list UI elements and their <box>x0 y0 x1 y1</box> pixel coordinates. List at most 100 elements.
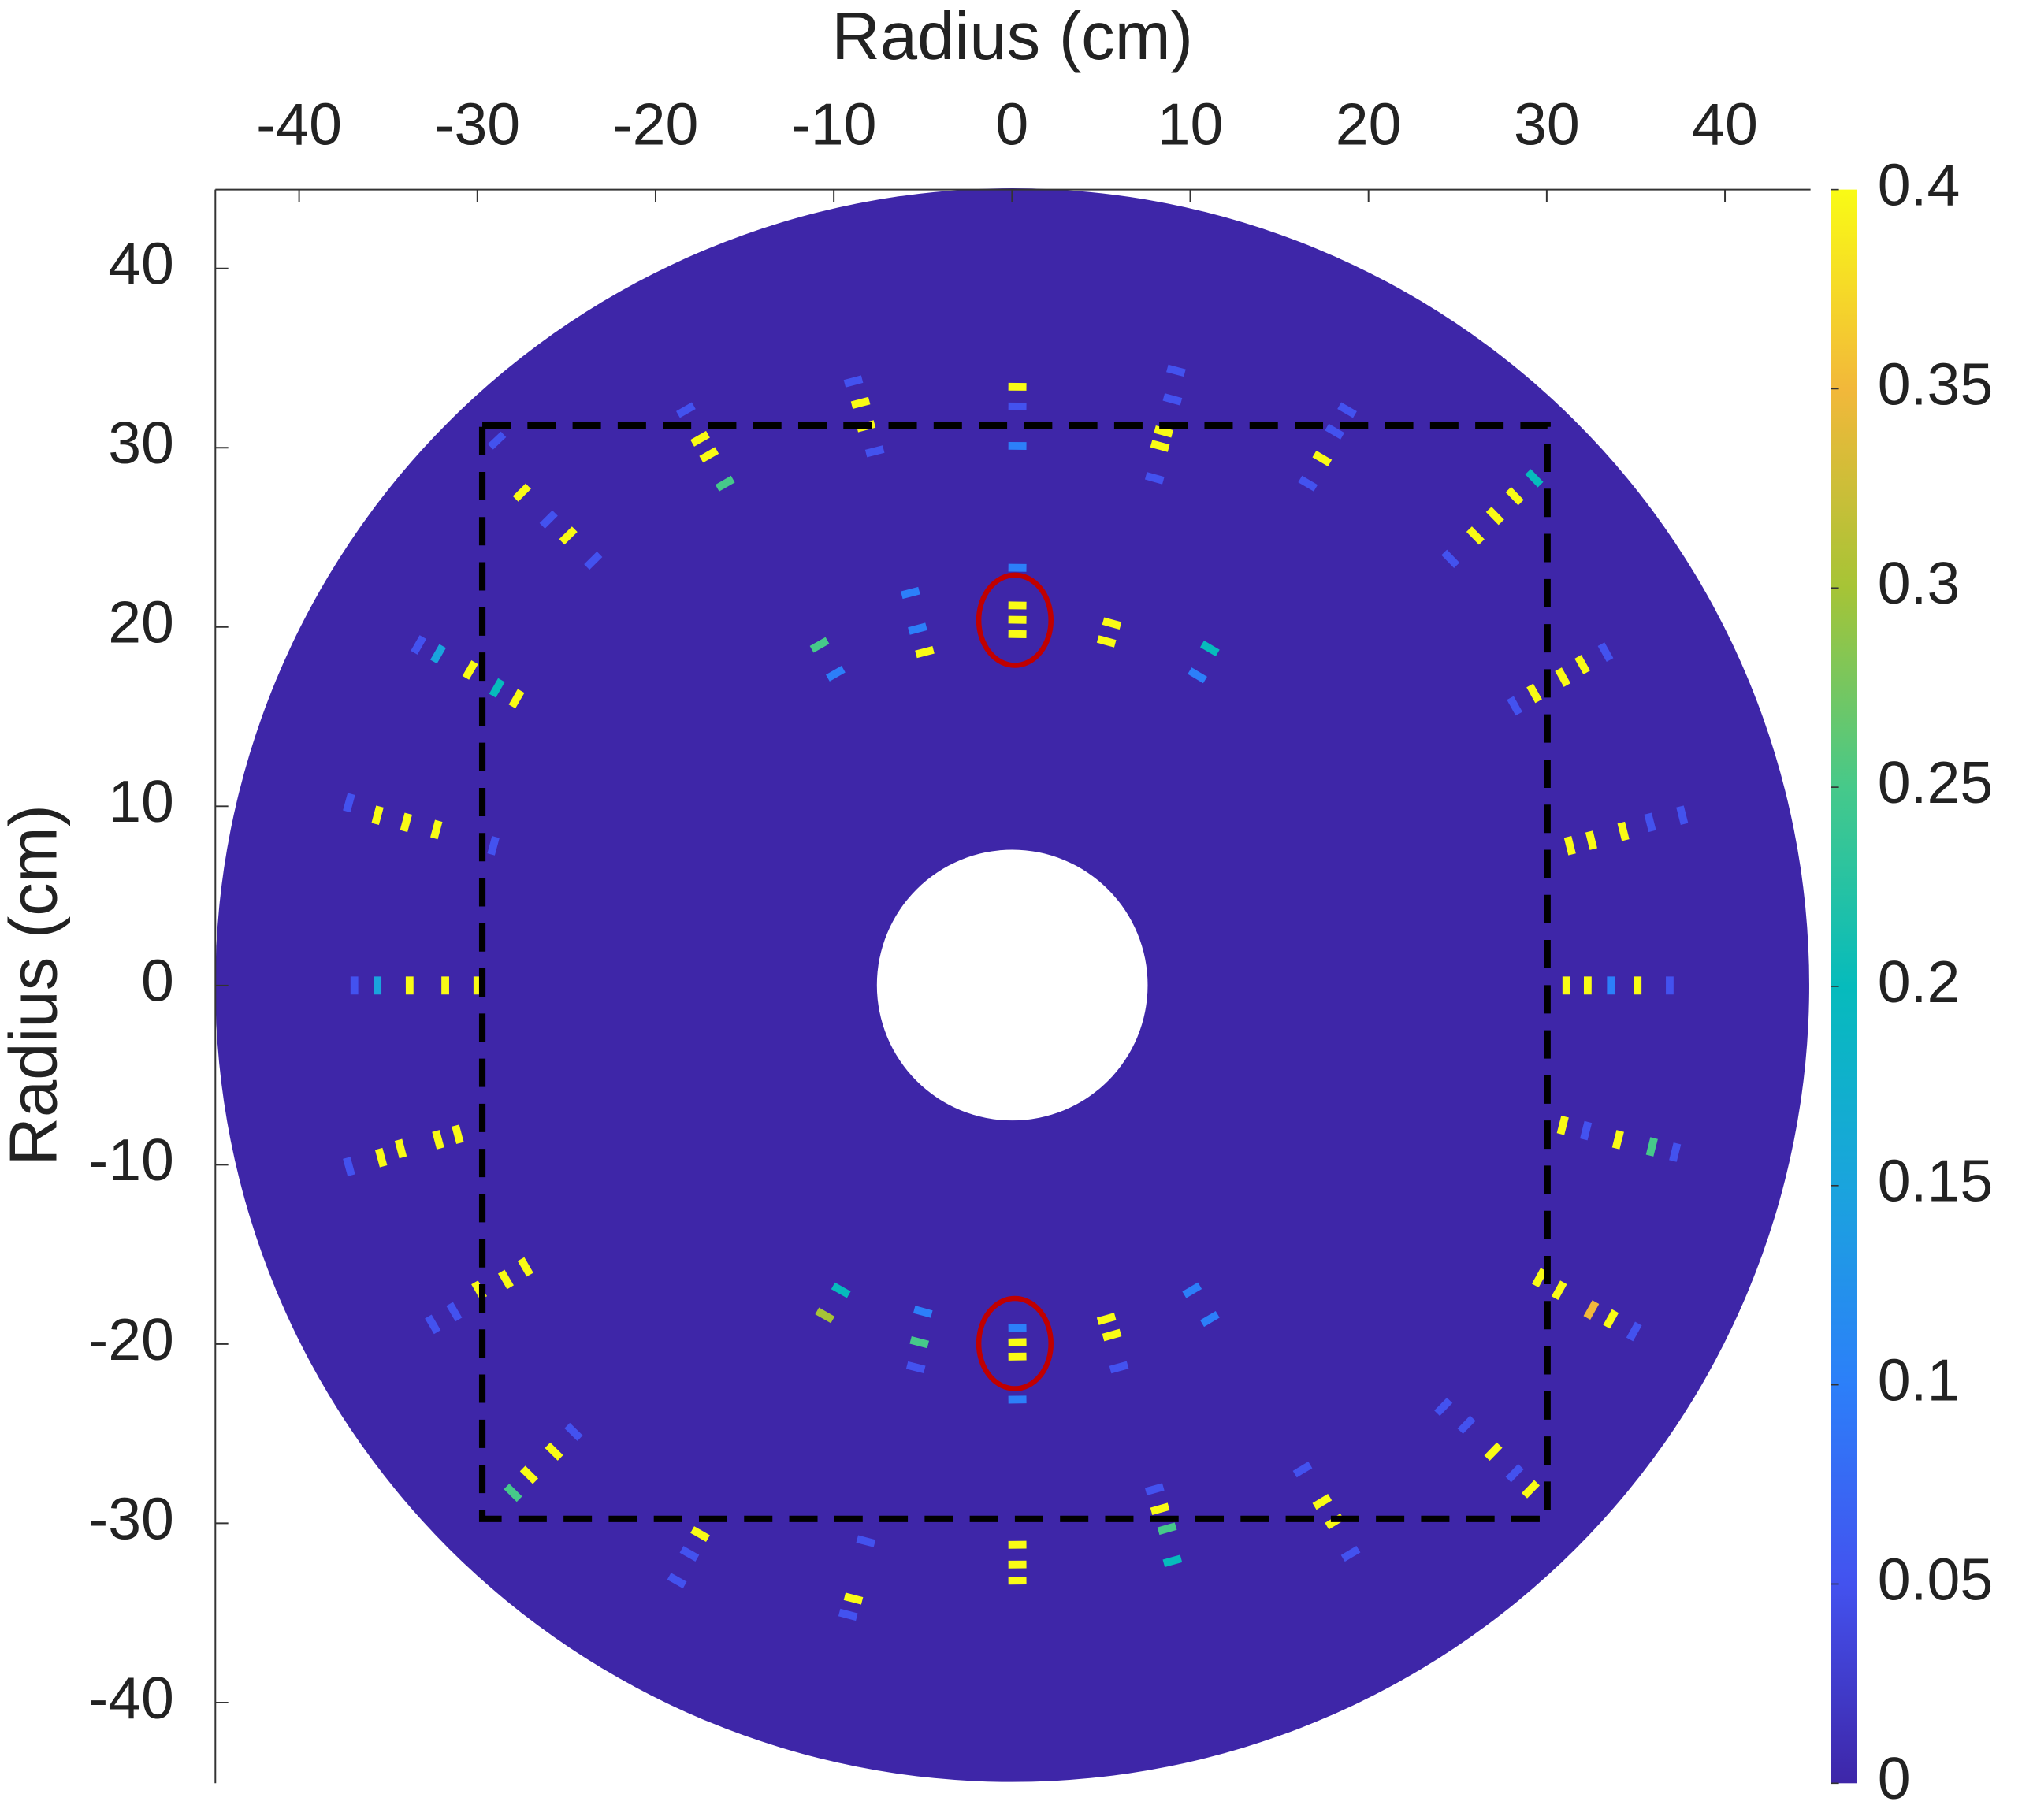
cell <box>1583 976 1592 995</box>
cell <box>1676 805 1689 825</box>
cell <box>1669 1142 1682 1162</box>
cell <box>1102 617 1122 630</box>
y-tick-label: -30 <box>88 1485 174 1551</box>
y-tick-label: 20 <box>108 589 174 656</box>
x-tick-label: 20 <box>1336 91 1402 158</box>
cell <box>1298 475 1318 492</box>
cell <box>690 430 710 447</box>
cell <box>489 678 505 698</box>
cell <box>1457 1415 1476 1434</box>
cell <box>371 805 384 826</box>
y-tick-label: -20 <box>88 1306 174 1372</box>
y-tick-label: -10 <box>88 1127 174 1193</box>
cell <box>1555 667 1571 687</box>
cell <box>1292 1462 1313 1478</box>
cell <box>831 1282 851 1298</box>
cell <box>452 1124 464 1145</box>
cell <box>1008 441 1027 450</box>
y-axis-label: Radius (cm) <box>0 804 72 1166</box>
cell <box>1607 976 1615 995</box>
cell <box>1096 635 1117 648</box>
cell <box>908 622 927 635</box>
cell <box>1008 1540 1027 1549</box>
cell <box>1466 526 1485 545</box>
cell <box>915 645 935 659</box>
cell <box>1551 1280 1567 1301</box>
cell <box>1096 1313 1117 1325</box>
cells <box>343 364 1689 1621</box>
colorbar-tick-label: 0.35 <box>1878 351 1994 417</box>
cell <box>843 1592 864 1605</box>
cell <box>1166 364 1186 377</box>
cell <box>679 1546 700 1562</box>
cell <box>1562 976 1570 995</box>
cell <box>1144 472 1165 485</box>
cell <box>1634 976 1642 995</box>
x-tick-label: 10 <box>1158 91 1224 158</box>
cell <box>838 1608 858 1621</box>
cell <box>1162 393 1183 406</box>
cell <box>1617 821 1630 841</box>
cell <box>1008 1324 1027 1332</box>
y-tick-label: -40 <box>88 1665 174 1731</box>
colorbar-tick-label: 0.25 <box>1878 749 1994 815</box>
cell <box>432 1130 444 1150</box>
cell <box>856 1535 876 1547</box>
highlight <box>976 572 1054 668</box>
cell <box>1507 696 1523 716</box>
cell <box>539 510 558 529</box>
x-tick-label: -20 <box>613 91 699 158</box>
cell <box>1150 1502 1170 1516</box>
cell <box>1626 1321 1642 1342</box>
y-tick-label: 40 <box>108 231 174 297</box>
cell <box>519 1465 538 1484</box>
cell <box>559 526 578 545</box>
cell <box>1525 469 1544 488</box>
colorbar-tick-label: 0 <box>1878 1745 1911 1811</box>
colorbar-tick-label: 0.4 <box>1878 152 1961 218</box>
cell <box>715 475 735 492</box>
cell <box>1008 601 1027 610</box>
cell <box>1008 630 1027 638</box>
cell <box>1556 1115 1569 1135</box>
cell <box>1008 563 1027 572</box>
cell <box>350 976 359 995</box>
cell <box>343 1157 355 1176</box>
cell <box>512 483 531 502</box>
y-tick-label: 30 <box>108 410 174 476</box>
cell <box>864 445 885 458</box>
cell <box>1340 1545 1361 1562</box>
cell <box>699 447 719 463</box>
cell <box>1109 1361 1129 1374</box>
cell <box>405 976 414 995</box>
cell <box>1188 667 1207 684</box>
cell <box>374 976 382 995</box>
cell <box>343 793 355 813</box>
cell <box>1008 382 1027 391</box>
cell <box>1154 425 1173 438</box>
cell <box>1645 1137 1658 1157</box>
cell <box>1597 642 1614 663</box>
cell <box>1485 507 1504 526</box>
highlight <box>976 1295 1054 1391</box>
cell <box>843 375 864 388</box>
cell <box>1666 976 1674 995</box>
cell <box>1526 683 1542 704</box>
x-tick-label: -30 <box>434 91 520 158</box>
cell <box>497 1269 514 1290</box>
hole <box>876 849 1148 1121</box>
cell <box>545 1442 563 1461</box>
cell <box>1484 1442 1503 1462</box>
cell <box>1182 1282 1202 1298</box>
cell <box>462 660 478 680</box>
cell <box>430 644 446 664</box>
cell <box>913 1306 933 1318</box>
cell <box>1312 450 1333 466</box>
cell <box>1008 1577 1027 1585</box>
x-tick-label: 40 <box>1692 91 1758 158</box>
x-tick-label: -10 <box>791 91 877 158</box>
cell <box>1008 1352 1027 1361</box>
x-tick-label: 30 <box>1514 91 1580 158</box>
cell <box>1008 1338 1027 1346</box>
